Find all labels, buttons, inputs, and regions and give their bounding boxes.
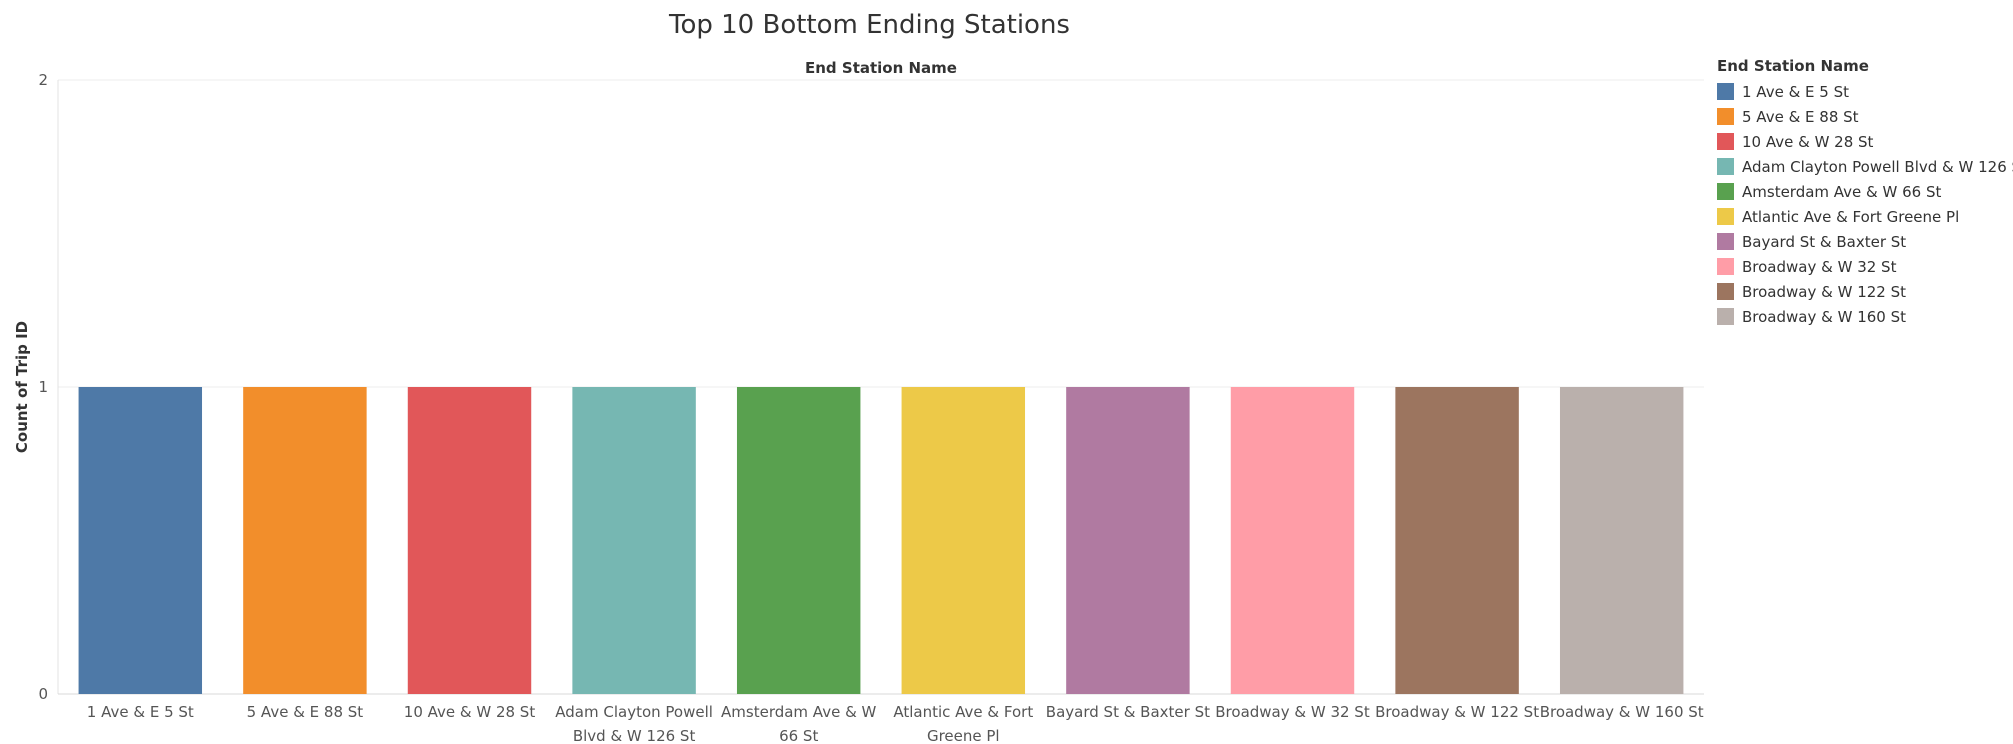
x-tick-label: Broadway & W 32 St — [1215, 703, 1370, 721]
legend-item[interactable]: 10 Ave & W 28 St — [1717, 129, 2013, 154]
column-header: End Station Name — [805, 59, 957, 77]
y-axis-label: Count of Trip ID — [13, 321, 31, 453]
x-tick-label: Atlantic Ave & Fort — [893, 703, 1033, 721]
x-tick-label: 66 St — [779, 727, 818, 744]
x-tick-label: Amsterdam Ave & W — [721, 703, 877, 721]
legend-swatch — [1717, 183, 1734, 200]
legend-item[interactable]: Broadway & W 32 St — [1717, 254, 2013, 279]
x-tick-label: Broadway & W 122 St — [1375, 703, 1539, 721]
legend-swatch — [1717, 158, 1734, 175]
bar — [78, 387, 203, 694]
legend-item[interactable]: Atlantic Ave & Fort Greene Pl — [1717, 204, 2013, 229]
legend-swatch — [1717, 208, 1734, 225]
legend-item[interactable]: Broadway & W 160 St — [1717, 304, 2013, 329]
chart-title: Top 10 Bottom Ending Stations — [669, 10, 1070, 40]
bar — [407, 387, 532, 694]
y-tick-label: 1 — [38, 378, 48, 396]
bar — [572, 387, 696, 694]
legend-label: Broadway & W 122 St — [1742, 282, 1906, 301]
x-tick-label: Adam Clayton Powell — [555, 703, 713, 721]
x-tick-label: 10 Ave & W 28 St — [404, 703, 536, 721]
legend-item[interactable]: 1 Ave & E 5 St — [1717, 79, 2013, 104]
bar — [1066, 387, 1190, 694]
bar — [1395, 387, 1519, 694]
legend-label: Broadway & W 32 St — [1742, 257, 1897, 276]
legend-label: 5 Ave & E 88 St — [1742, 107, 1859, 126]
legend-swatch — [1717, 108, 1734, 125]
x-tick-label: Greene Pl — [927, 727, 1000, 744]
y-tick-label: 0 — [38, 685, 48, 703]
legend-swatch — [1717, 258, 1734, 275]
legend-item[interactable]: Bayard St & Baxter St — [1717, 229, 2013, 254]
x-tick-label: Bayard St & Baxter St — [1046, 703, 1210, 721]
legend-label: Broadway & W 160 St — [1742, 307, 1906, 326]
x-tick-label: 5 Ave & E 88 St — [247, 703, 364, 721]
x-tick-label: Broadway & W 160 St — [1540, 703, 1704, 721]
legend-item[interactable]: Adam Clayton Powell Blvd & W 126 St — [1717, 154, 2013, 179]
legend: End Station Name 1 Ave & E 5 St 5 Ave & E… — [1717, 57, 2013, 329]
x-tick-label: Blvd & W 126 St — [573, 727, 696, 744]
legend-swatch — [1717, 133, 1734, 150]
bar — [901, 387, 1026, 694]
y-tick-label: 2 — [38, 71, 48, 89]
legend-item[interactable]: Amsterdam Ave & W 66 St — [1717, 179, 2013, 204]
legend-title: End Station Name — [1717, 57, 1869, 75]
legend-swatch — [1717, 83, 1734, 100]
legend-items: 1 Ave & E 5 St 5 Ave & E 88 St 10 Ave & W … — [1717, 79, 2013, 329]
legend-label: Adam Clayton Powell Blvd & W 126 St — [1742, 157, 2013, 176]
bar — [736, 387, 861, 694]
legend-label: Amsterdam Ave & W 66 St — [1742, 182, 1942, 201]
legend-label: Bayard St & Baxter St — [1742, 232, 1907, 251]
legend-label: Atlantic Ave & Fort Greene Pl — [1742, 207, 1960, 226]
bar — [243, 387, 367, 694]
legend-label: 10 Ave & W 28 St — [1742, 132, 1874, 151]
legend-label: 1 Ave & E 5 St — [1742, 82, 1849, 101]
x-tick-label: 1 Ave & E 5 St — [87, 703, 194, 721]
bar — [1230, 387, 1355, 694]
legend-item[interactable]: 5 Ave & E 88 St — [1717, 104, 2013, 129]
legend-swatch — [1717, 233, 1734, 250]
legend-item[interactable]: Broadway & W 122 St — [1717, 279, 2013, 304]
bar — [1559, 387, 1684, 694]
legend-swatch — [1717, 283, 1734, 300]
legend-swatch — [1717, 308, 1734, 325]
